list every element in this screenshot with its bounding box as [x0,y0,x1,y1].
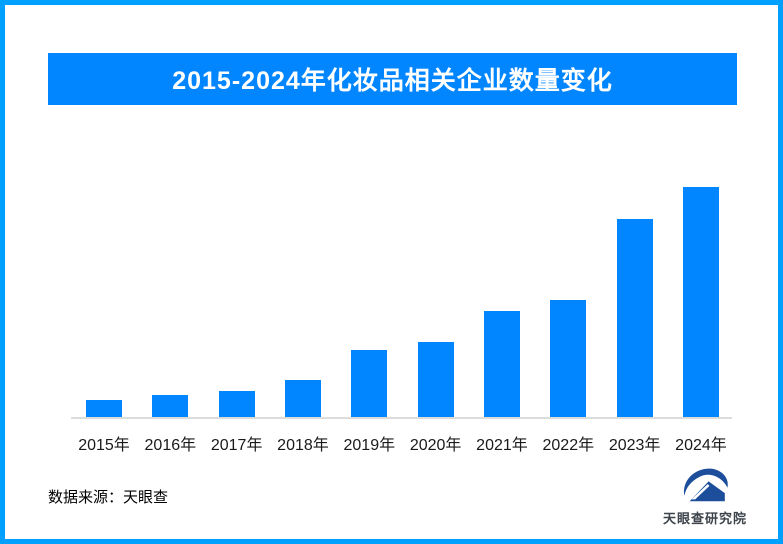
x-axis-label: 2018年 [277,437,329,454]
chart-bar [152,394,189,417]
brand-block: 天眼查研究院 [660,464,750,527]
x-axis-label: 2017年 [210,437,263,454]
chart-bar [550,300,587,417]
brand-name: 天眼查研究院 [662,511,747,526]
x-axis-label: 2023年 [608,437,661,454]
x-axis-line [71,417,732,419]
x-axis-label: 2021年 [476,437,528,454]
x-axis-label: 2024年 [675,437,727,454]
x-axis-label: 2015年 [78,437,130,454]
chart-bar [284,379,321,417]
x-axis-label: 2022年 [542,437,595,454]
x-axis-labels: 2015年 2016年 2017年 2018年 2019年 2020年 2021年 2022年… [71,431,732,454]
chart-bar [351,349,388,417]
x-axis-label: 2020年 [409,437,462,454]
data-source-note: 数据来源：天眼查 [48,489,169,506]
chart-bar [86,400,122,417]
chart-bar [483,310,520,417]
chart-bar [417,342,454,417]
x-axis-label: 2019年 [343,437,396,454]
chart-bar [218,391,255,417]
title-banner: 2015-2024年化妆品相关企业数量变化 [48,53,737,105]
chart-bar [682,187,719,417]
tianyancha-logo-icon [683,468,728,502]
chart-bars [71,187,732,417]
chart-title: 2015-2024年化妆品相关企业数量变化 [172,67,613,95]
x-axis-label: 2016年 [144,437,197,454]
chart-bar [616,218,653,417]
